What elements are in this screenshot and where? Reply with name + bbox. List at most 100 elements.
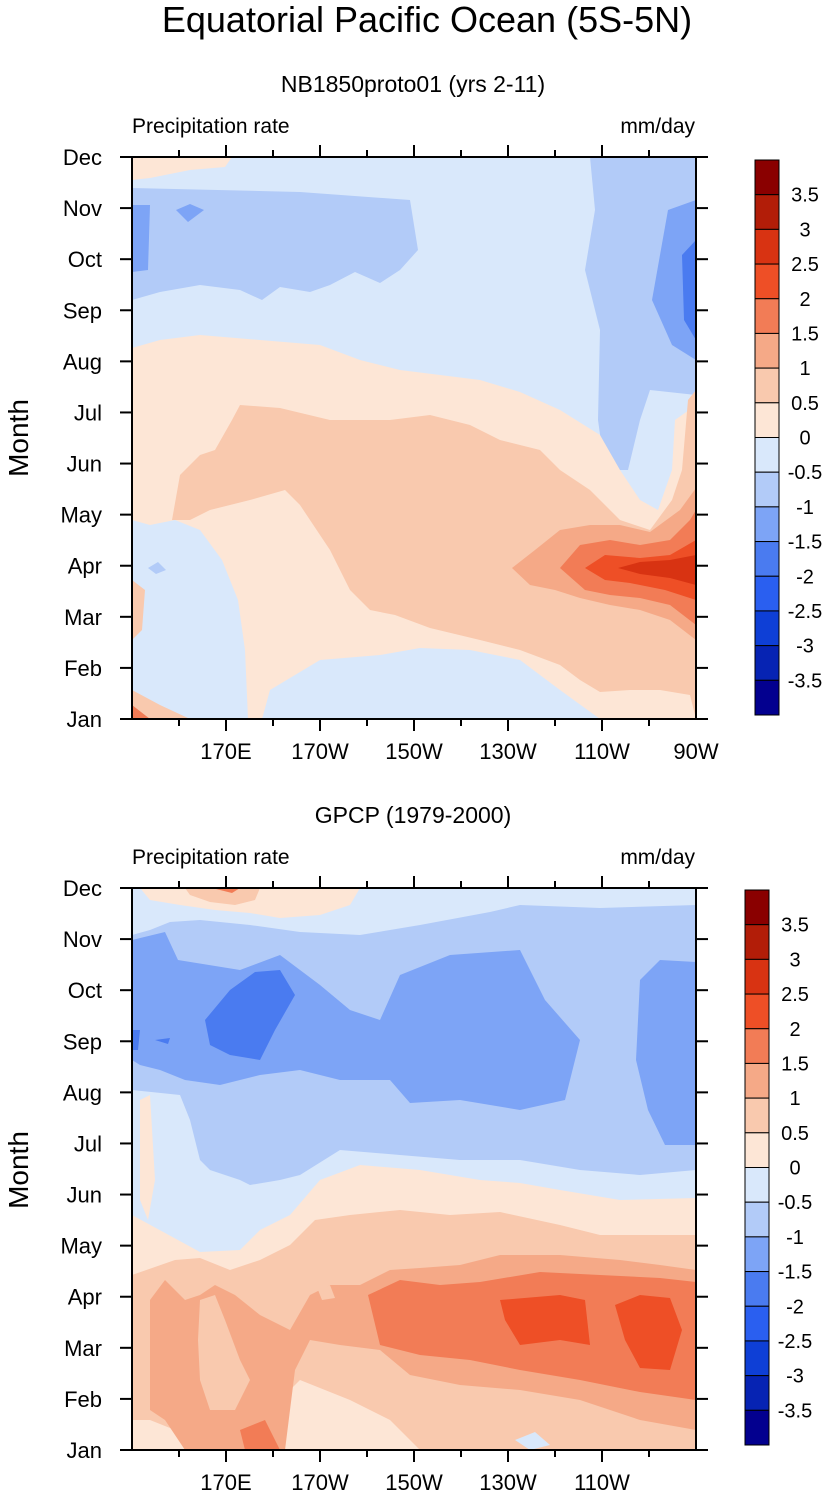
y-tick-label: Jul [74,400,102,425]
colorbar-box [744,1097,770,1134]
colorbar-box [744,1236,770,1273]
colorbar-box [754,263,780,300]
left-string: Precipitation rate [132,846,290,869]
colorbar-box [744,1271,770,1307]
fill-level-minus-1-5 [132,205,150,272]
y-tick-label: Jul [74,1131,102,1156]
x-tick-label: 90W [673,739,718,764]
colorbar-label: 0 [789,1158,800,1180]
x-tick-label: 130W [479,1470,537,1495]
colorbar: 3.5 3 2.5 2 1.5 1 0.5 0 -0.5 -1 -1.5 -2 -2.5 -3 -3.5 [744,889,812,1446]
x-tick-label: 110W [574,1470,630,1495]
colorbar-label: 1.5 [791,323,819,345]
fill-level-minus-2 [205,970,295,1060]
fill-level-minus-2 [155,1038,170,1044]
y-tick-label: Jun [67,1183,102,1208]
y-tick-label: Jan [67,707,102,732]
y-tick-label: Apr [68,1285,102,1310]
y-tick-label: Oct [68,978,102,1003]
left-string: Precipitation rate [132,115,290,138]
y-tick-label: Mar [64,1336,102,1361]
colorbar-label: -2.5 [778,1331,812,1353]
x-tick-label: 110W [574,739,630,764]
colorbar-box [754,645,780,681]
colorbar-label: 1 [799,358,810,380]
colorbar-box [754,228,780,265]
fill-level-minus-1-5 [636,960,696,1145]
y-tick-label: Dec [63,145,102,170]
fill-level-minus-0-5 [515,1432,550,1450]
fill-level-2-5 [615,1295,682,1370]
y-axis-label: Month [3,399,34,477]
y-tick-label: Nov [63,927,102,952]
colorbar-box [744,958,770,995]
y-tick-label: Jan [67,1438,102,1463]
colorbar-box [754,575,780,612]
colorbar-label: 2 [799,289,810,311]
colorbar-box [754,194,780,230]
colorbar-box [754,610,780,647]
y-tick-label: Aug [63,1080,102,1105]
panel-title: NB1850proto01 (yrs 2-11) [281,71,545,97]
y-tick-label: May [60,1234,102,1259]
colorbar-box [744,1201,770,1238]
units-string: mm/day [620,846,695,869]
colorbar-box [754,367,780,404]
colorbar-box [744,1028,770,1064]
fill-level-minus-1-5 [132,932,580,1110]
colorbar-label: 1.5 [781,1053,809,1075]
y-tick-label: Sep [63,298,102,323]
x-tick-label: 150W [385,1470,443,1495]
fill-level-0-5 [132,157,232,180]
x-tick-label: 130W [479,739,537,764]
colorbar-label: -0.5 [788,462,822,484]
colorbar-label: -3 [796,636,814,658]
fill-level-3 [618,555,696,585]
colorbar-label: 0 [799,428,810,450]
colorbar-box [744,1305,770,1342]
x-tick-label: 150W [385,739,443,764]
y-axis-label: Month [3,1131,34,1209]
fill-level-1 [198,1295,250,1410]
colorbar-box [754,159,780,196]
colorbar-label: -3 [786,1366,804,1388]
colorbar-box [754,541,780,577]
colorbar-label: -1.5 [788,532,822,554]
colorbar-label: 3.5 [781,915,809,937]
fill-level-1 [132,580,145,640]
colorbar-box [754,332,780,369]
y-tick-label: Feb [64,1387,102,1412]
colorbar-box [744,1167,770,1203]
fill-level-1 [318,1285,335,1300]
fill-level-0-5 [140,1095,155,1220]
colorbar-box [754,679,780,716]
colorbar-label: 2.5 [791,254,819,276]
fill-level-minus-1 [132,188,418,300]
colorbar-label: 2.5 [781,984,809,1006]
colorbar-label: 1 [789,1088,800,1110]
main-title: Equatorial Pacific Ocean (5S-5N) [162,0,692,40]
axis-ticks: Jan Feb Mar Apr May Jun Jul Aug Sep Oct Nov Dec 170E… [60,876,708,1495]
colorbar-label: -1 [786,1227,804,1249]
colorbar-box [744,1409,770,1446]
x-tick-label: 170W [291,739,349,764]
contour-field [132,888,696,1450]
y-tick-label: Nov [63,196,102,221]
y-tick-label: Feb [64,656,102,681]
panel-model: NB1850proto01 (yrs 2-11) Precipitation r… [3,71,822,764]
colorbar-label: -2 [796,566,814,588]
colorbar-label: 0.5 [781,1123,809,1145]
fill-level-2 [240,1420,280,1450]
panel-title: GPCP (1979-2000) [315,802,511,828]
y-tick-label: Aug [63,349,102,374]
colorbar-label: -3.5 [788,670,822,692]
fill-level-minus-1 [148,562,166,574]
colorbar-box [754,298,780,334]
fill-level-2-5 [500,1295,590,1345]
colorbar-box [754,402,780,438]
colorbar-label: -1.5 [778,1262,812,1284]
fill-level-2 [212,888,240,893]
y-tick-label: Mar [64,605,102,630]
x-tick-label: 170W [291,1470,349,1495]
